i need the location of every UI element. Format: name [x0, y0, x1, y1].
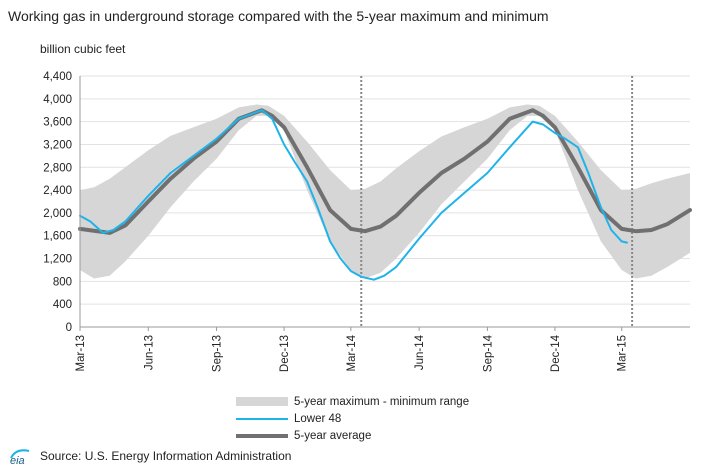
y-tick-label-4400: 4,400	[43, 71, 72, 83]
y-tick-label-2400: 2,400	[43, 185, 72, 197]
y-tick-label-2800: 2,800	[43, 162, 72, 174]
x-tick-label-Sep-13: Sep-13	[212, 335, 224, 372]
y-tick-label-1600: 1,600	[43, 231, 72, 243]
eia-logo-icon: eia	[10, 449, 30, 466]
x-tick-label-Sep-14: Sep-14	[482, 334, 494, 372]
x-tick-label-Mar-14: Mar-14	[346, 334, 358, 371]
legend: 5-year maximum - minimum range Lower 48 …	[236, 393, 469, 444]
x-tick-label-Jun-13: Jun-13	[143, 335, 155, 370]
x-tick-label-Mar-15: Mar-15	[617, 335, 629, 371]
x-tick-label-Dec-14: Dec-14	[550, 334, 562, 372]
legend-label-range: 5-year maximum - minimum range	[294, 395, 470, 408]
y-tick-label-3600: 3,600	[43, 117, 72, 129]
y-tick-labels: 0 400 800 1,200 1,600 2,000 2,400 2,800 3,200 3,6…	[43, 71, 72, 334]
x-tick-label-Dec-13: Dec-13	[279, 335, 291, 372]
eia-logo-text: eia	[10, 455, 25, 466]
range-band	[80, 104, 690, 279]
x-tick-label-Jun-14: Jun-14	[414, 334, 426, 370]
range-layer	[80, 104, 690, 279]
y-axis-units-label: billion cubic feet	[40, 42, 126, 56]
source-text: Source: U.S. Energy Information Administ…	[40, 449, 292, 463]
legend-swatch-average	[236, 433, 288, 438]
axes	[79, 76, 690, 331]
chart-title: Working gas in underground storage compa…	[8, 8, 549, 24]
series-layer	[78, 108, 692, 281]
legend-label-average: 5-year average	[294, 429, 372, 442]
y-tick-label-2000: 2,000	[43, 208, 72, 220]
y-tick-label-0: 0	[66, 322, 72, 334]
y-tick-label-4000: 4,000	[43, 94, 72, 106]
x-tick-labels: Mar-13 Jun-13 Sep-13 Dec-13 Mar-14 Jun-14 Sep-…	[75, 334, 629, 372]
source-note: eia Source: U.S. Energy Information Admi…	[8, 446, 291, 466]
legend-item-lower48: Lower 48	[236, 410, 469, 427]
average-line	[78, 108, 692, 235]
legend-label-lower48: Lower 48	[294, 412, 342, 425]
y-tick-label-400: 400	[53, 299, 72, 311]
legend-item-average: 5-year average	[236, 427, 469, 444]
y-tick-label-1200: 1,200	[43, 254, 72, 266]
x-tick-label-Mar-13: Mar-13	[75, 335, 87, 371]
legend-swatch-range	[236, 397, 288, 406]
lower48-line	[79, 109, 628, 281]
vertical-markers	[360, 76, 634, 327]
y-tick-label-3200: 3,200	[43, 139, 72, 151]
y-tick-label-800: 800	[53, 276, 72, 288]
legend-item-range: 5-year maximum - minimum range	[236, 393, 469, 410]
legend-swatch-lower48	[236, 417, 288, 420]
